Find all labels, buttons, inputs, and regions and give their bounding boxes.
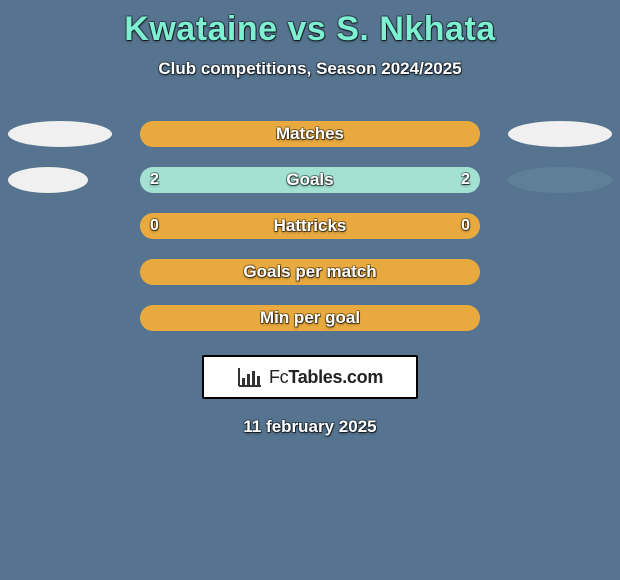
stat-label: Hattricks	[274, 216, 347, 236]
stat-value-right: 2	[461, 171, 470, 189]
subtitle: Club competitions, Season 2024/2025	[0, 59, 620, 79]
stat-row: Goals 2 2	[0, 167, 620, 193]
ellipse-left	[8, 121, 112, 147]
stat-bar: Matches	[140, 121, 480, 147]
stat-row: Matches	[0, 121, 620, 147]
barchart-icon	[237, 366, 263, 388]
logo-text: FcTables.com	[269, 367, 383, 388]
stat-bar: Min per goal	[140, 305, 480, 331]
ellipse-right	[508, 121, 612, 147]
stat-label: Min per goal	[260, 308, 360, 328]
stat-bar: Goals per match	[140, 259, 480, 285]
stat-label: Goals	[286, 170, 333, 190]
logo-text-2: Tables.com	[288, 367, 383, 387]
logo-text-1: Fc	[269, 367, 288, 387]
stat-rows: Matches Goals 2 2 Hattricks 0 0 Goals per match…	[0, 121, 620, 331]
comparison-card: Kwataine vs S. Nkhata Club competitions,…	[0, 0, 620, 580]
ellipse-left	[8, 167, 88, 193]
stat-value-left: 0	[150, 217, 159, 235]
stat-value-left: 2	[150, 171, 159, 189]
ellipse-right	[508, 167, 612, 193]
stat-value-right: 0	[461, 217, 470, 235]
stat-row: Min per goal	[0, 305, 620, 331]
stat-row: Goals per match	[0, 259, 620, 285]
stat-label: Matches	[276, 124, 344, 144]
source-logo: FcTables.com	[202, 355, 418, 399]
stat-bar: Hattricks 0 0	[140, 213, 480, 239]
page-title: Kwataine vs S. Nkhata	[0, 0, 620, 49]
stat-bar: Goals 2 2	[140, 167, 480, 193]
date-label: 11 february 2025	[0, 417, 620, 437]
stat-label: Goals per match	[243, 262, 376, 282]
stat-row: Hattricks 0 0	[0, 213, 620, 239]
